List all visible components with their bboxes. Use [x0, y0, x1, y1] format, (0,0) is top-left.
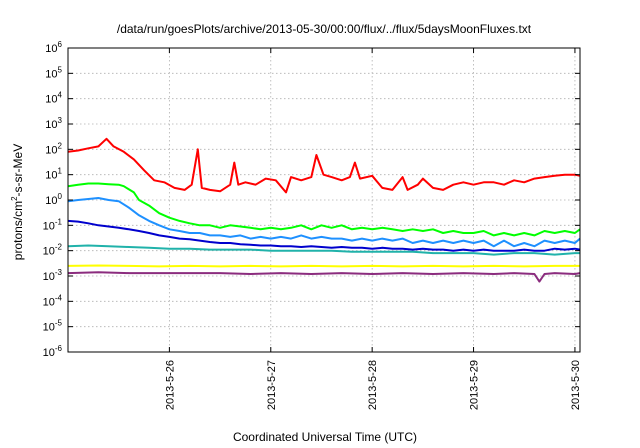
y-tick-power: 3: [58, 116, 63, 125]
y-axis-label-base: protons/cm: [11, 201, 25, 260]
y-tick-label: 105: [45, 65, 62, 80]
x-tick-label: 2013-5-28: [367, 360, 379, 410]
y-tick-power: 4: [58, 91, 63, 100]
y-tick-power: -2: [55, 243, 63, 252]
y-tick-base: 10: [43, 246, 55, 258]
series-line-6: [67, 264, 580, 268]
y-tick-power: 6: [58, 40, 63, 49]
y-tick-base: 10: [43, 347, 55, 359]
y-tick-power: 0: [58, 192, 63, 201]
y-tick-base: 10: [43, 296, 55, 308]
y-tick-base: 10: [43, 322, 55, 334]
y-tick-power: -3: [55, 268, 63, 277]
y-tick-power: -6: [55, 344, 63, 353]
x-tick-label: 2013-5-27: [266, 360, 278, 410]
y-tick-label: 10-3: [43, 268, 63, 283]
y-tick-power: 2: [58, 141, 63, 150]
y-tick-label: 100: [45, 192, 62, 207]
y-tick-power: -4: [55, 293, 63, 302]
x-tick-labels: 2013-5-26 2013-5-27 2013-5-28 2013-5-29 2013…: [164, 360, 582, 410]
series-line-4: [67, 219, 581, 252]
y-tick-labels: 10-610-510-410-310-210-11001011021031041…: [43, 40, 63, 359]
y-tick-label: 102: [45, 141, 62, 156]
y-tick-base: 10: [45, 119, 57, 131]
y-tick-label: 101: [45, 167, 62, 182]
x-tick-label: 2013-5-29: [469, 360, 481, 410]
y-tick-base: 10: [45, 43, 57, 55]
series-group: [67, 137, 581, 283]
y-tick-base: 10: [45, 170, 57, 182]
y-tick-label: 104: [45, 91, 62, 106]
series-line-2: [67, 182, 581, 237]
y-tick-power: -1: [55, 217, 63, 226]
y-tick-label: 10-5: [43, 319, 63, 334]
y-tick-power: 5: [58, 65, 63, 74]
y-tick-base: 10: [43, 220, 55, 232]
series-line-3: [67, 197, 581, 248]
y-tick-base: 10: [45, 94, 57, 106]
y-axis-label: protons/cm2-s-sr-MeV: [10, 144, 25, 260]
y-tick-power: 1: [58, 167, 63, 176]
y-tick-base: 10: [45, 195, 57, 207]
axis-ticks: [68, 47, 580, 353]
series-line-1: [67, 137, 581, 194]
series-line-5: [67, 244, 580, 256]
x-axis-label: Coordinated Universal Time (UTC): [233, 430, 417, 444]
y-tick-base: 10: [45, 144, 57, 156]
y-tick-label: 10-2: [43, 243, 63, 258]
y-tick-base: 10: [43, 271, 55, 283]
y-tick-label: 106: [45, 40, 62, 55]
y-tick-label: 10-4: [43, 293, 63, 308]
chart-title: /data/run/goesPlots/archive/2013-05-30/0…: [117, 22, 532, 36]
grid-lines: [68, 48, 580, 352]
y-tick-label: 10-1: [43, 217, 63, 232]
series-line-7: [67, 271, 581, 283]
x-tick-label: 2013-5-30: [570, 360, 582, 410]
y-tick-base: 10: [45, 68, 57, 80]
y-axis-label-rest: -s-sr-MeV: [11, 144, 25, 197]
x-tick-label: 2013-5-26: [164, 360, 176, 410]
y-tick-label: 103: [45, 116, 62, 131]
y-tick-power: -5: [55, 319, 63, 328]
y-tick-label: 10-6: [43, 344, 63, 359]
y-axis-label-exponent: 2: [10, 196, 19, 201]
